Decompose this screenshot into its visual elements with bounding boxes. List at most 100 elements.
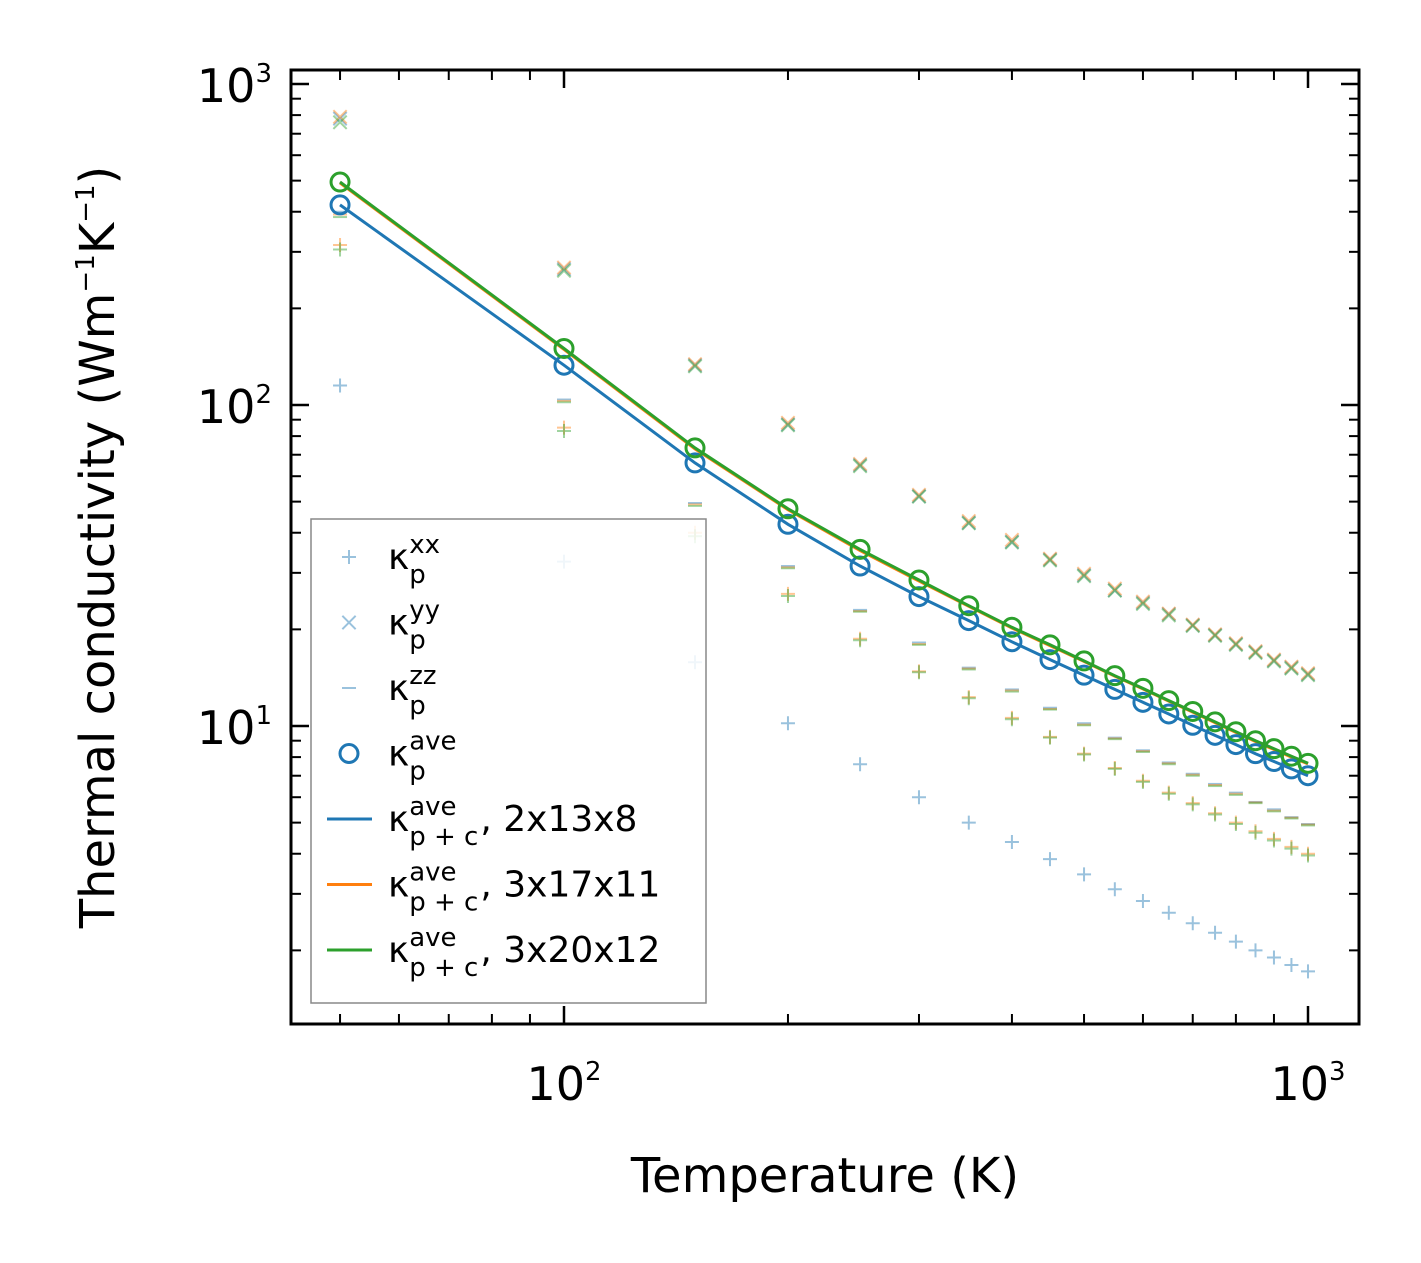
legend-label: κave p bbox=[388, 727, 457, 787]
series-kp_ave_blue bbox=[329, 194, 1319, 787]
data-point bbox=[1300, 667, 1316, 683]
data-point bbox=[1042, 551, 1058, 567]
data-point bbox=[1077, 746, 1092, 761]
data-point bbox=[1104, 678, 1126, 700]
data-point bbox=[1228, 934, 1243, 949]
series-kp_ave_green bbox=[329, 171, 1319, 774]
data-point bbox=[780, 415, 796, 431]
legend-label: κave p + c, 2x13x8 bbox=[388, 792, 637, 852]
data-point bbox=[556, 260, 572, 275]
data-point bbox=[958, 610, 980, 632]
data-point bbox=[1208, 806, 1223, 821]
data-point bbox=[1077, 747, 1092, 762]
legend-entry-kpc_ave_3x20x12: κave p + c, 3x20x12 bbox=[327, 923, 660, 983]
data-point bbox=[1284, 661, 1299, 676]
data-point bbox=[911, 790, 926, 805]
data-point bbox=[1248, 643, 1263, 659]
data-point bbox=[1185, 617, 1201, 633]
data-point bbox=[1185, 797, 1200, 812]
data-point bbox=[1042, 729, 1057, 744]
data-point bbox=[1182, 700, 1204, 722]
legend-label: κave p + c, 3x20x12 bbox=[388, 923, 660, 983]
data-point bbox=[1244, 730, 1266, 752]
data-point bbox=[961, 515, 977, 531]
data-point bbox=[1185, 617, 1201, 632]
minor-ticks bbox=[291, 70, 1359, 1024]
data-point bbox=[1266, 653, 1282, 668]
y-axis-label-mid: K bbox=[70, 221, 126, 254]
legend-entry-kpc_ave_3x17x11: κave p + c, 3x17x11 bbox=[327, 858, 660, 918]
data-point bbox=[333, 238, 348, 253]
data-point bbox=[1042, 553, 1058, 568]
data-point bbox=[1004, 710, 1019, 725]
data-point bbox=[1228, 815, 1243, 830]
y-tick-label: 103 bbox=[197, 59, 272, 113]
data-point bbox=[1107, 761, 1122, 776]
data-point bbox=[1135, 595, 1151, 611]
data-point bbox=[1158, 703, 1180, 725]
data-point bbox=[1284, 958, 1299, 973]
data-point bbox=[1158, 690, 1180, 712]
data-point bbox=[1161, 606, 1177, 622]
data-point bbox=[1266, 831, 1281, 846]
series-kp_xx_B bbox=[333, 238, 1315, 861]
data-point bbox=[1132, 691, 1154, 713]
y-tick-label: 102 bbox=[197, 380, 272, 434]
data-point bbox=[780, 716, 795, 731]
data-point bbox=[1039, 634, 1061, 656]
data-point bbox=[1042, 730, 1057, 745]
y-tick-label: 101 bbox=[197, 701, 272, 755]
data-point bbox=[1301, 848, 1315, 863]
series-line-kpc_ave_3x20x12 bbox=[339, 180, 1309, 765]
legend-entry-kp_xx_A: κxx p bbox=[342, 530, 440, 590]
tick-labels: 102 103 101 102 103 bbox=[197, 59, 1346, 1111]
data-point bbox=[1107, 581, 1123, 596]
data-point bbox=[1107, 760, 1122, 775]
data-point bbox=[1263, 738, 1285, 760]
x-tick-label: 102 bbox=[526, 1057, 601, 1111]
data-point bbox=[961, 513, 977, 529]
series-kp_yy_C bbox=[332, 114, 1316, 683]
data-point bbox=[911, 664, 926, 679]
series-kp_zz_B bbox=[333, 213, 1315, 826]
data-point bbox=[1207, 628, 1223, 644]
data-point bbox=[1073, 664, 1095, 686]
data-point bbox=[1300, 666, 1316, 682]
data-point bbox=[1228, 636, 1244, 652]
data-point bbox=[1132, 677, 1154, 699]
data-point bbox=[1004, 532, 1020, 548]
data-point bbox=[1300, 665, 1316, 681]
data-point bbox=[687, 356, 703, 372]
data-point bbox=[777, 513, 799, 535]
legend-entry-kp_ave_blue: κave p bbox=[338, 727, 457, 787]
data-point bbox=[961, 690, 976, 705]
data-point bbox=[1182, 714, 1204, 736]
legend-label: κave p + c, 3x17x11 bbox=[388, 858, 660, 918]
data-point bbox=[1104, 665, 1126, 687]
data-point bbox=[1161, 905, 1176, 920]
data-point bbox=[853, 757, 868, 772]
data-point bbox=[958, 595, 980, 617]
legend-box bbox=[310, 518, 707, 1004]
data-point bbox=[1248, 825, 1263, 840]
data-point bbox=[1248, 644, 1263, 660]
data-point bbox=[1284, 839, 1299, 854]
data-point bbox=[1185, 796, 1200, 811]
data-point bbox=[1207, 627, 1223, 643]
legend-entry-kpc_ave_2x13x8: κave p + c, 2x13x8 bbox=[327, 792, 637, 852]
data-point bbox=[333, 242, 348, 257]
data-point bbox=[1284, 841, 1299, 856]
data-point bbox=[1228, 817, 1243, 832]
data-point bbox=[1107, 583, 1123, 599]
data-point bbox=[1284, 660, 1299, 675]
data-point bbox=[852, 456, 868, 472]
data-point bbox=[1001, 616, 1023, 638]
data-point bbox=[1107, 882, 1122, 897]
data-point bbox=[557, 420, 571, 435]
data-point bbox=[1301, 964, 1315, 979]
data-point bbox=[1135, 596, 1151, 612]
data-point bbox=[1185, 916, 1200, 931]
data-point bbox=[684, 437, 706, 459]
data-point bbox=[1107, 582, 1123, 598]
